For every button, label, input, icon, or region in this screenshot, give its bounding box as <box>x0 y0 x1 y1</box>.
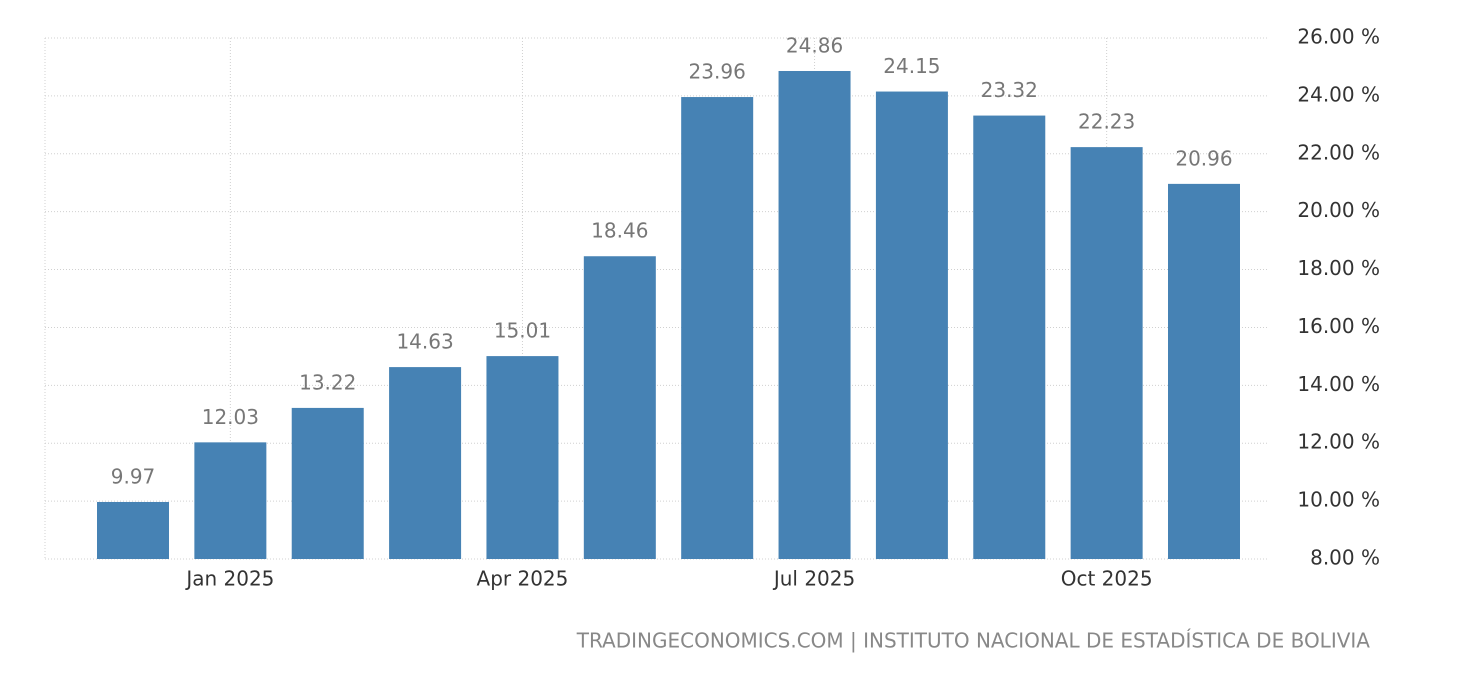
value-label: 23.32 <box>981 78 1038 102</box>
y-tick-label: 14.00 % <box>1297 372 1380 396</box>
value-label: 22.23 <box>1078 110 1135 134</box>
y-tick-label: 20.00 % <box>1297 198 1380 222</box>
value-label: 15.01 <box>494 319 551 343</box>
bar <box>1070 147 1143 560</box>
y-tick-label: 10.00 % <box>1297 488 1380 512</box>
value-label: 24.15 <box>883 54 940 78</box>
y-tick-label: 8.00 % <box>1310 546 1380 570</box>
x-tick-label: Oct 2025 <box>1061 567 1153 591</box>
value-label: 12.03 <box>202 405 259 429</box>
value-label: 13.22 <box>299 370 356 394</box>
bar <box>875 91 948 559</box>
source: TRADINGECONOMICS.COM | INSTITUTO NACIONA… <box>576 629 1371 653</box>
value-label: 9.97 <box>111 464 156 488</box>
x-tick-label: Apr 2025 <box>477 567 569 591</box>
value-label: 14.63 <box>396 330 453 354</box>
bar <box>194 442 267 559</box>
bar <box>97 501 169 559</box>
y-tick-label: 26.00 % <box>1297 25 1380 49</box>
x-tick-label: Jul 2025 <box>772 567 855 591</box>
bar <box>583 256 656 559</box>
x-tick-label: Jan 2025 <box>184 567 274 591</box>
value-label: 18.46 <box>591 219 648 243</box>
value-label: 23.96 <box>689 60 746 84</box>
bar <box>486 356 559 559</box>
y-tick-label: 16.00 % <box>1297 314 1380 338</box>
y-tick-label: 12.00 % <box>1297 430 1380 454</box>
y-tick-label: 22.00 % <box>1297 140 1380 164</box>
bar <box>389 367 462 559</box>
value-label: 20.96 <box>1175 146 1232 170</box>
bar <box>681 97 754 560</box>
bar <box>291 407 364 559</box>
y-tick-label: 18.00 % <box>1297 256 1380 280</box>
bar <box>1168 183 1240 559</box>
value-label: 24.86 <box>786 33 843 57</box>
bar <box>973 115 1046 560</box>
bar <box>778 70 851 559</box>
y-tick-label: 24.00 % <box>1297 82 1380 106</box>
